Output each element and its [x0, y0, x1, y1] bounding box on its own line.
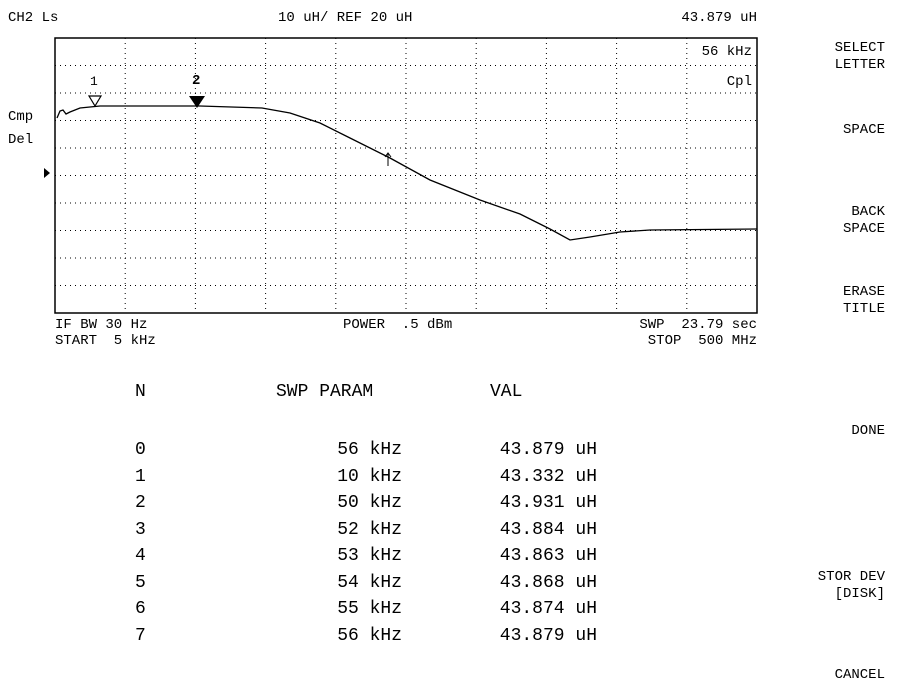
marker-freq: 56 kHz	[701, 44, 752, 60]
stimulus-arrow	[384, 152, 392, 166]
value: 43.332 uH	[499, 466, 597, 487]
grid	[55, 38, 757, 313]
value: 43.884 uH	[499, 519, 597, 540]
softkey-line[interactable]: LETTER	[834, 57, 885, 73]
softkey-line[interactable]: CANCEL	[834, 667, 885, 683]
softkey-line[interactable]: [DISK]	[834, 586, 885, 602]
row-index: 7	[135, 625, 146, 646]
sweep-param: 54 kHz	[337, 572, 402, 593]
softkey-line[interactable]: DONE	[851, 423, 885, 439]
softkey[interactable]: CANCEL	[835, 667, 885, 684]
softkey-line[interactable]: SPACE	[842, 122, 885, 138]
sweep-param: 56 kHz	[337, 440, 402, 460]
marker-label: 2	[192, 73, 201, 89]
side-label: Del	[8, 132, 34, 148]
marker-value: 43.879 uH	[681, 10, 757, 26]
softkey-line[interactable]: STOR DEV	[817, 569, 885, 585]
value: 43.868 uH	[499, 572, 597, 593]
row-index: 6	[135, 599, 146, 619]
value: 43.874 uH	[499, 599, 597, 619]
softkey-line[interactable]: SPACE	[842, 221, 885, 237]
trace	[56, 105, 758, 241]
marker-2	[189, 96, 205, 108]
sweep-time: SWP 23.79 sec	[639, 317, 757, 333]
softkey[interactable]: STOR DEV [DISK]	[818, 569, 885, 603]
row-index: 0	[135, 440, 146, 460]
sweep-param: 53 kHz	[337, 546, 402, 566]
scale: 10 uH/ REF 20 uH	[278, 10, 413, 26]
softkey-line[interactable]: ERASE	[842, 284, 885, 300]
value: 43.863 uH	[499, 546, 597, 566]
softkey[interactable]: DONE	[851, 423, 885, 440]
row-index: 5	[135, 572, 146, 593]
marker-label: 1	[90, 74, 98, 89]
softkey-line[interactable]: SELECT	[834, 40, 885, 56]
coupling: Cpl	[726, 74, 752, 90]
sweep-param: 56 kHz	[337, 625, 402, 646]
sweep-param: 10 kHz	[337, 466, 402, 487]
softkey[interactable]: SPACE	[843, 122, 885, 139]
softkey-line[interactable]: TITLE	[842, 301, 885, 317]
row-index: 4	[135, 546, 146, 566]
value: 43.879 uH	[499, 625, 597, 646]
sweep-param: 50 kHz	[337, 493, 402, 513]
softkey[interactable]: SELECT LETTER	[835, 40, 885, 74]
side-label: Cmp	[8, 109, 34, 125]
channel: CH2 Ls	[8, 10, 59, 26]
if-bw: IF BW 30 Hz	[55, 317, 148, 333]
sweep-param: 55 kHz	[337, 599, 402, 619]
row-index: 2	[135, 493, 146, 513]
column-header: N	[135, 382, 146, 402]
frame	[54, 37, 758, 314]
value: 43.879 uH	[499, 440, 597, 460]
softkey[interactable]: ERASE TITLE	[843, 284, 885, 318]
value: 43.931 uH	[499, 493, 597, 513]
power: POWER .5 dBm	[343, 317, 453, 333]
column-header: SWP PARAM	[276, 382, 374, 402]
softkey[interactable]: BACK SPACE	[843, 204, 885, 238]
reference-pointer	[44, 168, 50, 178]
stop: STOP 500 MHz	[647, 333, 757, 349]
start: START 5 kHz	[55, 333, 156, 349]
row-index: 1	[135, 466, 146, 487]
column-header: VAL	[490, 382, 523, 402]
sweep-param: 52 kHz	[337, 519, 402, 540]
row-index: 3	[135, 519, 146, 540]
marker-1	[87, 95, 103, 108]
softkey-line[interactable]: BACK	[851, 204, 885, 220]
